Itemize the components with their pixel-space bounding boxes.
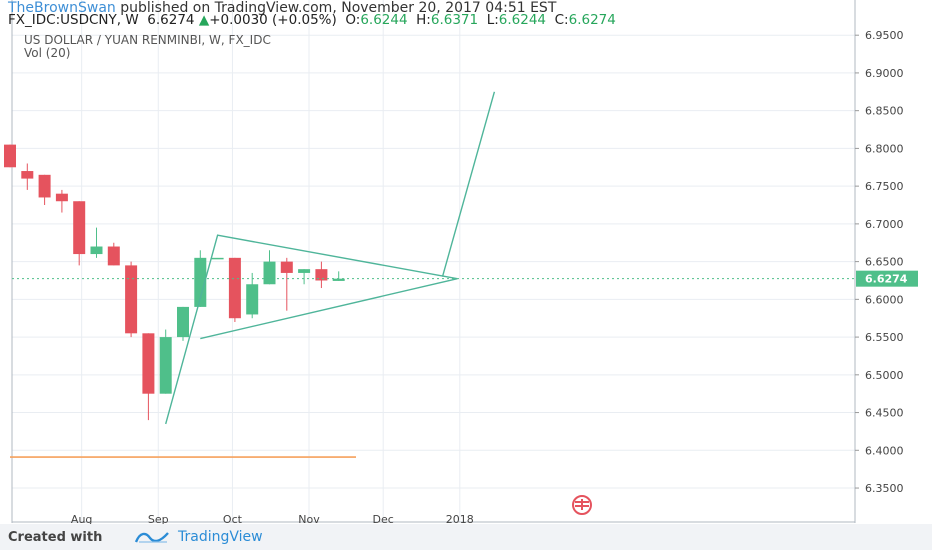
candle-body (142, 333, 155, 394)
time-tick-label: Oct (223, 513, 243, 524)
last-price: 6.6274 (147, 12, 195, 28)
candle[interactable] (315, 261, 328, 289)
candle[interactable] (246, 272, 259, 319)
time-tick-label: Dec (373, 513, 394, 524)
price-tick-label: 6.5000 (865, 369, 904, 382)
close-label: C: (554, 12, 569, 28)
open-value: 6.6244 (360, 12, 408, 28)
price-tick-label: 6.7500 (865, 180, 904, 193)
event-flag-icon[interactable] (572, 495, 592, 515)
created-with-text: Created with (8, 530, 103, 545)
footer-bar: Created with TradingView (0, 524, 932, 550)
price-axis: 6.9500 6.9000 6.8500 6.8000 6.7500 6.7000 6.65… (855, 29, 904, 495)
series-legend[interactable]: US DOLLAR / YUAN RENMINBI, W, FX_IDC (24, 33, 271, 47)
candle[interactable] (21, 163, 34, 190)
price-tick-label: 6.8000 (865, 142, 904, 155)
price-tick-label: 6.6500 (865, 256, 904, 269)
author-link[interactable]: TheBrownSwan (8, 0, 116, 16)
candle[interactable] (280, 257, 293, 311)
triangle-lower-line[interactable] (200, 277, 458, 340)
candle[interactable] (55, 189, 68, 213)
candle[interactable] (73, 201, 86, 266)
candle-body (38, 174, 51, 198)
candlestick-series (4, 144, 345, 421)
triangle-upper-line[interactable] (165, 234, 458, 425)
candle-body (194, 257, 207, 307)
candle-body (125, 265, 138, 334)
low-value: 6.6244 (498, 12, 547, 28)
candle[interactable] (228, 257, 241, 322)
candle-body (280, 261, 293, 273)
published-text: published on TradingView.com, November 2… (115, 0, 557, 16)
high-label: H: (416, 12, 431, 28)
candle-body (315, 269, 328, 281)
price-tick-label: 6.8500 (865, 105, 904, 118)
symbol-label[interactable]: FX_IDC:USDCNY, W (8, 12, 139, 28)
publish-header: TheBrownSwan published on TradingView.co… (8, 0, 556, 16)
time-tick-label: Aug (71, 513, 92, 524)
price-tick-label: 6.4500 (865, 407, 904, 420)
candle-body (21, 171, 34, 179)
price-tick-label: 6.6000 (865, 293, 904, 306)
candle-body (298, 269, 311, 273)
candle[interactable] (90, 227, 103, 258)
price-tick-label: 6.4000 (865, 444, 904, 457)
candle-body (263, 261, 276, 285)
time-axis: Aug Sep Oct Nov Dec 2018 (71, 513, 474, 524)
candle-body (177, 306, 189, 338)
candle-body (211, 257, 224, 260)
candle-body (228, 257, 241, 319)
tradingview-logo-icon (134, 532, 169, 543)
close-value: 6.6274 (568, 12, 616, 28)
chart-drawings (10, 91, 496, 458)
projection-line[interactable] (441, 91, 496, 277)
candle[interactable] (107, 242, 120, 266)
tradingview-brand-link[interactable]: TradingView (178, 529, 263, 545)
candle-body (107, 246, 120, 266)
candle[interactable] (142, 333, 155, 421)
ohlc-header: FX_IDC:USDCNY, W 6.6274 ▲+0.0030 (+0.05%… (8, 12, 616, 28)
candle-body (73, 201, 86, 255)
candle[interactable] (125, 261, 138, 338)
price-change: +0.0030 (+0.05%) (209, 12, 337, 28)
candle-body (159, 337, 172, 394)
price-tick-label: 6.5500 (865, 331, 904, 344)
price-chart[interactable]: 6.9500 6.9000 6.8500 6.8000 6.7500 6.7000 6.65… (0, 0, 932, 524)
candle[interactable] (177, 306, 189, 341)
candle[interactable] (211, 257, 224, 260)
price-tick-label: 6.9500 (865, 29, 904, 42)
volume-legend[interactable]: Vol (20) (24, 46, 71, 60)
candle[interactable] (298, 269, 311, 285)
candle[interactable] (4, 144, 16, 168)
candle-body (246, 284, 259, 315)
last-price-tag (856, 270, 918, 287)
last-price-tag-label: 6.6274 (865, 273, 908, 286)
chart-grid (12, 0, 855, 522)
time-tick-label: 2018 (446, 513, 474, 524)
arrow-up-icon: ▲ (198, 12, 210, 28)
time-tick-label: Sep (148, 513, 169, 524)
price-tick-label: 6.3500 (865, 482, 904, 495)
candle-body (4, 144, 16, 168)
last-price-marker: 6.6274 (12, 270, 918, 287)
price-tick-label: 6.9000 (865, 67, 904, 80)
candle[interactable] (159, 329, 172, 394)
candle[interactable] (332, 271, 345, 281)
candle-body (90, 246, 103, 255)
candle-body (332, 278, 345, 281)
open-label: O: (345, 12, 361, 28)
time-tick-label: Nov (298, 513, 320, 524)
candle-body (55, 193, 68, 202)
candle[interactable] (38, 174, 51, 206)
low-label: L: (486, 12, 499, 28)
high-value: 6.6371 (430, 12, 479, 28)
price-tick-label: 6.7000 (865, 218, 904, 231)
